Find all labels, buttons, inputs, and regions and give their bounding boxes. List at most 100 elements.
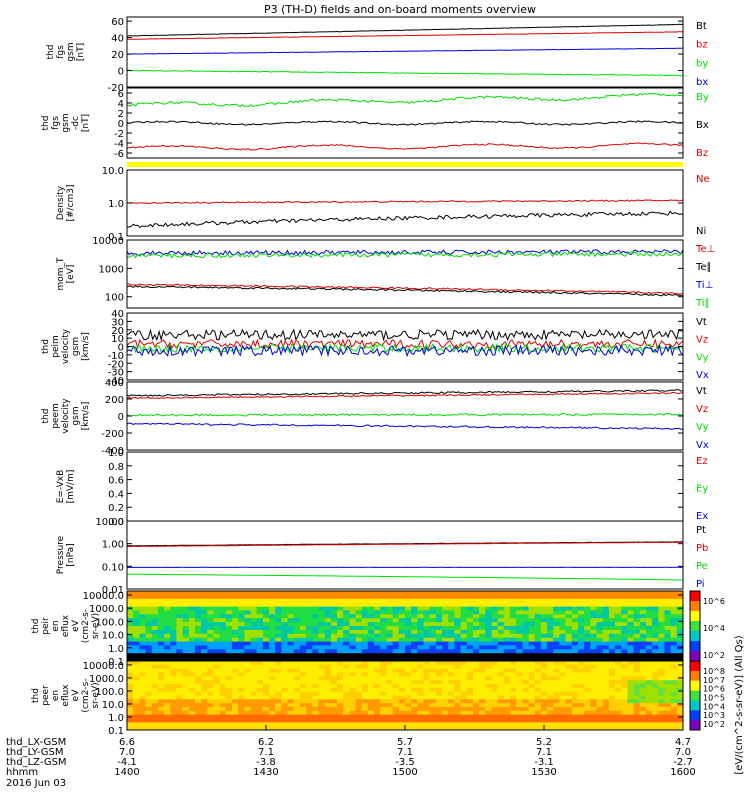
legend-label: By [696,92,709,103]
y-label-line: peer [41,685,51,706]
x-row-label: hhmm [6,767,38,778]
panel-4: Te⊥ Te∥ Ti⊥ Ti∥ 10000 1000 100 mom_T [eV] [56,236,715,309]
x-tick-label: 1430 [253,767,278,778]
y-label-line: [nT] [76,43,86,61]
colorbar-tick-label: 10^2 [703,651,725,660]
y-tick-label: -30 [108,368,124,379]
y-label-line: [nT] [81,114,91,132]
colorbar-band [690,661,700,672]
legend-label: Ti∥ [695,298,710,309]
y-tick-label: -2 [114,129,124,140]
series-Te⊥ [127,283,683,295]
legend-label: Bz [696,148,708,159]
colorbar-label: [eV/(cm^2-s-sr-eV)] (All Qs) [734,635,745,774]
y-ticks: 10000.0 1000.0 100.0 10.0 1.0 0.1 [83,661,683,737]
y-label-line: sr-eV) [91,613,101,639]
legend-label: Pi [696,579,705,590]
series-Vx [127,422,683,430]
y-label-line: eflux [61,684,71,707]
legend-label: Pb [696,543,708,554]
y-axis-label: thd fgs gsm [nT] [46,42,86,61]
legend-label: Ti⊥ [695,280,713,291]
x-row-label: thd_LX-GSM [6,737,66,748]
legend: Vt Vz Vy Vx [696,317,709,381]
y-axis-label: thd peem velocity gsm [km/s] [41,398,91,434]
colorbar-band [690,710,700,721]
y-tick-label: 100.0 [95,617,124,628]
y-tick-label: 1000.0 [89,674,124,685]
x-row-label: thd_LY-GSM [6,747,63,758]
x-axis: 6.67.0-4.114006.27.1-3.814305.77.1-3.515… [6,725,696,778]
legend-label: Ex [696,511,708,522]
series-group [127,389,683,430]
legend-label: Te⊥ [695,244,715,255]
y-label-line: gsm [71,337,81,356]
y-axis-label: Pressure [nPa] [56,535,76,574]
x-tick-label: 6.2 [258,737,274,748]
spectrogram [127,591,683,661]
legend-label: bx [696,77,708,88]
colorbar-tick-label: 10^2 [703,720,725,729]
y-label-line: Pressure [56,535,66,574]
y-tick-label: 1.0 [108,713,124,724]
y-tick-label: 0 [118,343,124,354]
colorbar-band [690,680,700,692]
x-tick-label: 7.0 [675,747,691,758]
y-axis-label: E=-VxB [mV/m] [56,470,76,504]
legend: Vt Vz Vy Vx [696,386,709,451]
series-Pb [127,541,683,548]
x-tick-label: -4.1 [117,757,137,768]
legend-label: Vz [696,404,708,415]
colorbar-tick-label: 10^5 [703,694,725,703]
legend-label: Pe [696,561,708,572]
y-tick-label: 200 [105,395,124,406]
y-label-line: (cm2-s- [81,678,91,712]
x-tick-label: -3.1 [534,757,554,768]
panel-frame [126,239,684,309]
y-label-line: -dc [71,116,81,130]
y-tick-label: 0.1 [108,232,124,243]
colorbar-tick-label: 10^3 [703,711,725,720]
x-tick-label: 1530 [531,767,556,778]
y-label-line: peem [51,403,61,429]
legend-label: by [696,58,708,69]
legend: Pt Pb Pe Pi [696,525,708,590]
colorbar: 10^810^710^610^510^410^310^2 [689,660,725,731]
panel-6: Vt Vz Vy Vx 400 200 0 -200 -400 thd peem velocity gs… [41,378,709,457]
colorbar-tick-label: 10^4 [703,624,725,633]
series-Ti∥ [127,251,683,259]
x-tick-label: 7.0 [119,747,135,758]
legend: Te⊥ Te∥ Ti⊥ Ti∥ [695,244,715,309]
y-tick-label: 20 [111,50,124,61]
colorbar-band [690,611,700,622]
colorbar-band [690,700,700,711]
y-label-line: fgs [56,45,66,59]
series-bz [127,31,683,40]
colorbar-tick-label: 10^6 [703,685,725,694]
x-tick-label: 7.1 [258,747,274,758]
legend-label: Te∥ [695,262,712,273]
series-Vt [127,328,683,342]
y-label-line: eV [71,689,81,702]
colorbar-band [690,690,700,701]
colorbar-tick-label: 10^6 [703,597,725,606]
series-group [127,199,683,229]
legend-label: Bx [696,120,709,131]
legend: Ne Ni [696,174,710,237]
y-label-line: eV [71,619,81,632]
y-tick-label: -6 [114,149,124,160]
y-label-line: en [51,690,61,701]
x-tick-label: 4.7 [675,737,691,748]
series-group [127,23,683,77]
y-ticks: 10000.0 1000.0 100.0 10.0 1.0 0.1 [83,591,683,668]
x-tick-label: 1600 [670,767,695,778]
y-tick-label: 10000 [92,236,124,247]
legend-label: Vt [696,317,707,328]
y-tick-label: 100.0 [95,687,124,698]
colorbar-band [690,601,700,612]
legend-label: Ni [696,226,706,237]
y-label-line: velocity [61,328,71,364]
